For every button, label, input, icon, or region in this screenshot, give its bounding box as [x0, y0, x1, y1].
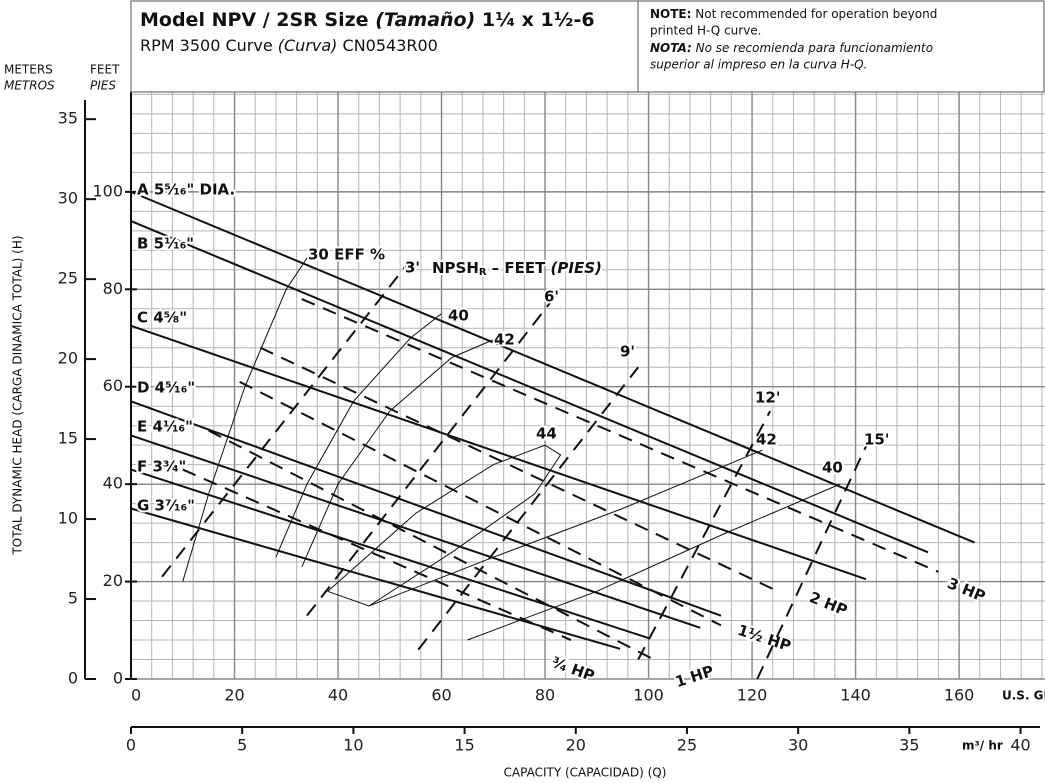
curve-label: A 5⁵⁄₁₆" DIA. — [137, 181, 235, 199]
curve — [130, 190, 975, 544]
curve — [130, 507, 621, 650]
curve-label: 12' — [755, 389, 780, 407]
curve — [182, 468, 572, 641]
y2-unit: METERS — [4, 63, 53, 77]
curve — [417, 366, 639, 651]
curve — [208, 429, 655, 661]
y2-tick-label: 30 — [58, 189, 78, 208]
curve-label: 6' — [544, 288, 559, 306]
note: printed H-Q curve. — [650, 24, 762, 38]
subtitle: RPM 3500 Curve (Curva) CN0543R00 — [140, 36, 438, 55]
y2-tick-label: 15 — [58, 429, 78, 448]
x-tick-label: 0 — [131, 686, 141, 705]
curve — [239, 380, 722, 627]
x2-tick-label: 40 — [1010, 736, 1030, 755]
curve-label: G 3⁷⁄₁₆" — [137, 497, 195, 515]
curve — [467, 483, 841, 641]
curve-label: ³⁄₄ HP — [549, 653, 597, 685]
curve-label: 40 — [448, 307, 469, 325]
y-tick-label: 40 — [103, 474, 123, 493]
curve — [130, 434, 701, 629]
curve-label: 30 EFF % — [308, 246, 385, 264]
x-tick-label: 40 — [328, 686, 348, 705]
y-tick-label: 0 — [113, 669, 123, 688]
curve — [327, 444, 562, 607]
x-tick-label: 160 — [944, 686, 975, 705]
curve — [182, 250, 313, 582]
y2-tick-label: 20 — [58, 349, 78, 368]
x2-tick-label: 20 — [566, 736, 586, 755]
curve-label: D 4⁵⁄₁₆" — [137, 379, 195, 397]
nota: superior al impreso en la curva H-Q. — [650, 58, 867, 72]
y-tick-label: 100 — [92, 181, 123, 200]
curve-label: 44 — [536, 425, 557, 443]
x2-tick-label: 25 — [677, 736, 697, 755]
curve — [637, 410, 772, 660]
curve — [301, 298, 939, 573]
curve-label: 1 HP — [673, 662, 716, 691]
x2-tick-label: 0 — [126, 736, 136, 755]
x-unit: U.S. GPM — [1002, 689, 1045, 703]
curve — [130, 220, 929, 554]
y-tick-label: 80 — [103, 279, 123, 298]
curve-label: 1¹⁄₂ HP — [735, 621, 793, 655]
y-tick-label: 60 — [103, 376, 123, 395]
curve — [368, 449, 763, 607]
x-tick-label: 80 — [535, 686, 555, 705]
x-axis-label: CAPACITY (CAPACIDAD) (Q) — [504, 766, 667, 780]
x-tick-label: 140 — [840, 686, 871, 705]
curve-label: E 4¹⁄₁₆" — [137, 418, 193, 436]
curve-label: 40 — [822, 459, 843, 477]
y2-tick-label: 25 — [58, 269, 78, 288]
x-tick-label: 60 — [431, 686, 451, 705]
y2-tick-label: 0 — [68, 669, 78, 688]
note: NOTE: Not recommended for operation beyo… — [650, 7, 937, 21]
y-unit: PIES — [90, 79, 116, 93]
y2-unit: METROS — [4, 79, 55, 93]
curve-label: 9' — [620, 343, 635, 361]
curve-label: B 5¹⁄₁₆" — [137, 235, 194, 253]
header-box — [130, 0, 1045, 93]
curve-label: 42 — [756, 431, 777, 449]
x2-unit: m³/ hr — [962, 739, 1003, 753]
curve — [275, 313, 442, 558]
nota: NOTA: No se recomienda para funcionamien… — [650, 41, 933, 55]
x-tick-label: 120 — [737, 686, 768, 705]
curve — [130, 324, 867, 581]
curve-label: C 4⁵⁄₈" — [137, 309, 187, 327]
x-tick-label: 100 — [633, 686, 664, 705]
curve — [130, 468, 649, 640]
x2-tick-label: 10 — [343, 736, 363, 755]
curve-label: 15' — [864, 431, 889, 449]
curve — [301, 332, 510, 568]
x-tick-label: 20 — [224, 686, 244, 705]
curve — [259, 346, 779, 593]
y2-tick-label: 10 — [58, 509, 78, 528]
y-tick-label: 20 — [103, 571, 123, 590]
npsh-label: NPSHR – FEET (PIES) — [432, 259, 602, 279]
y2-tick-label: 35 — [58, 109, 78, 128]
x2-tick-label: 5 — [237, 736, 247, 755]
x2-tick-label: 15 — [454, 736, 474, 755]
curve — [161, 259, 412, 578]
y2-tick-label: 5 — [68, 589, 78, 608]
title: Model NPV / 2SR Size (Tamaño) 1¹⁄₄ x 1¹⁄… — [140, 9, 595, 31]
x2-tick-label: 30 — [788, 736, 808, 755]
curve-label: 3' — [405, 259, 420, 277]
y-axis-label: TOTAL DYNAMIC HEAD (CARGA DINAMICA TOTAL… — [11, 235, 25, 555]
curve-label: 42 — [494, 331, 515, 349]
curve-label: F 3³⁄₄" — [137, 458, 186, 476]
y-unit: FEET — [90, 63, 120, 77]
x2-tick-label: 35 — [899, 736, 919, 755]
curve-label: 2 HP — [807, 588, 850, 619]
